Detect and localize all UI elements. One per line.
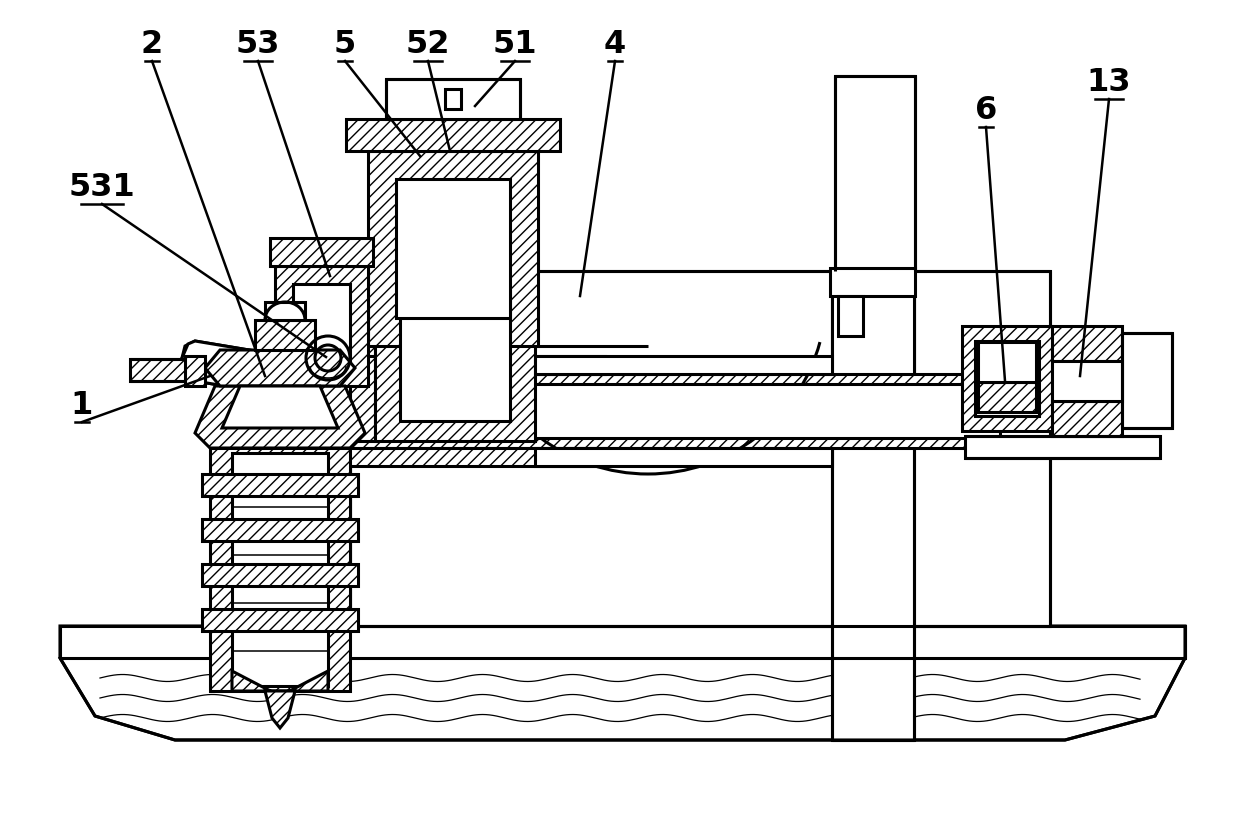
Polygon shape [182, 341, 295, 396]
Bar [534, 448, 832, 466]
Bar [832, 271, 914, 740]
Bar [130, 359, 195, 381]
Bar [293, 284, 350, 368]
Bar [386, 79, 520, 119]
Bar [830, 268, 915, 296]
Text: 1: 1 [71, 390, 93, 421]
Bar [270, 238, 373, 266]
Polygon shape [232, 671, 329, 696]
Bar [202, 474, 358, 496]
Bar [275, 266, 368, 386]
Bar [350, 276, 374, 356]
Text: 2: 2 [141, 29, 164, 60]
Bar [346, 119, 560, 151]
Bar [202, 609, 358, 631]
Bar [835, 76, 915, 271]
Polygon shape [195, 386, 365, 448]
Bar [232, 453, 329, 686]
Bar [962, 326, 1052, 431]
Bar [202, 519, 358, 541]
Text: 4: 4 [604, 29, 626, 60]
Bar [219, 374, 975, 448]
Polygon shape [205, 350, 355, 386]
Text: 53: 53 [236, 29, 280, 60]
Bar [185, 356, 205, 386]
Bar [265, 302, 305, 320]
Polygon shape [222, 386, 339, 428]
Text: 6: 6 [975, 95, 997, 126]
Polygon shape [182, 341, 285, 396]
Bar [202, 564, 358, 586]
Polygon shape [60, 626, 1185, 740]
Bar [975, 341, 1039, 416]
Text: 531: 531 [68, 172, 135, 203]
Bar [374, 271, 534, 441]
Text: 5: 5 [334, 29, 356, 60]
Bar [219, 356, 605, 374]
Text: 52: 52 [405, 29, 450, 60]
Bar [1122, 333, 1172, 428]
Bar [534, 356, 832, 374]
Text: 13: 13 [1086, 67, 1131, 98]
Bar [255, 320, 315, 350]
Polygon shape [265, 691, 295, 728]
Bar [978, 382, 1035, 412]
Bar [219, 448, 605, 466]
Bar [368, 151, 538, 346]
Text: 51: 51 [492, 29, 537, 60]
Bar [401, 291, 510, 421]
Bar [978, 342, 1035, 382]
Bar [1052, 401, 1122, 436]
Bar [965, 436, 1159, 458]
Bar [350, 271, 1050, 626]
Bar [1052, 361, 1122, 401]
Bar [420, 384, 999, 438]
Bar [832, 271, 914, 436]
Bar [396, 179, 510, 318]
Bar [445, 89, 461, 109]
Bar [350, 356, 374, 441]
Bar [838, 296, 863, 336]
Bar [210, 448, 350, 691]
Bar [1052, 326, 1122, 361]
Bar [60, 626, 1185, 658]
